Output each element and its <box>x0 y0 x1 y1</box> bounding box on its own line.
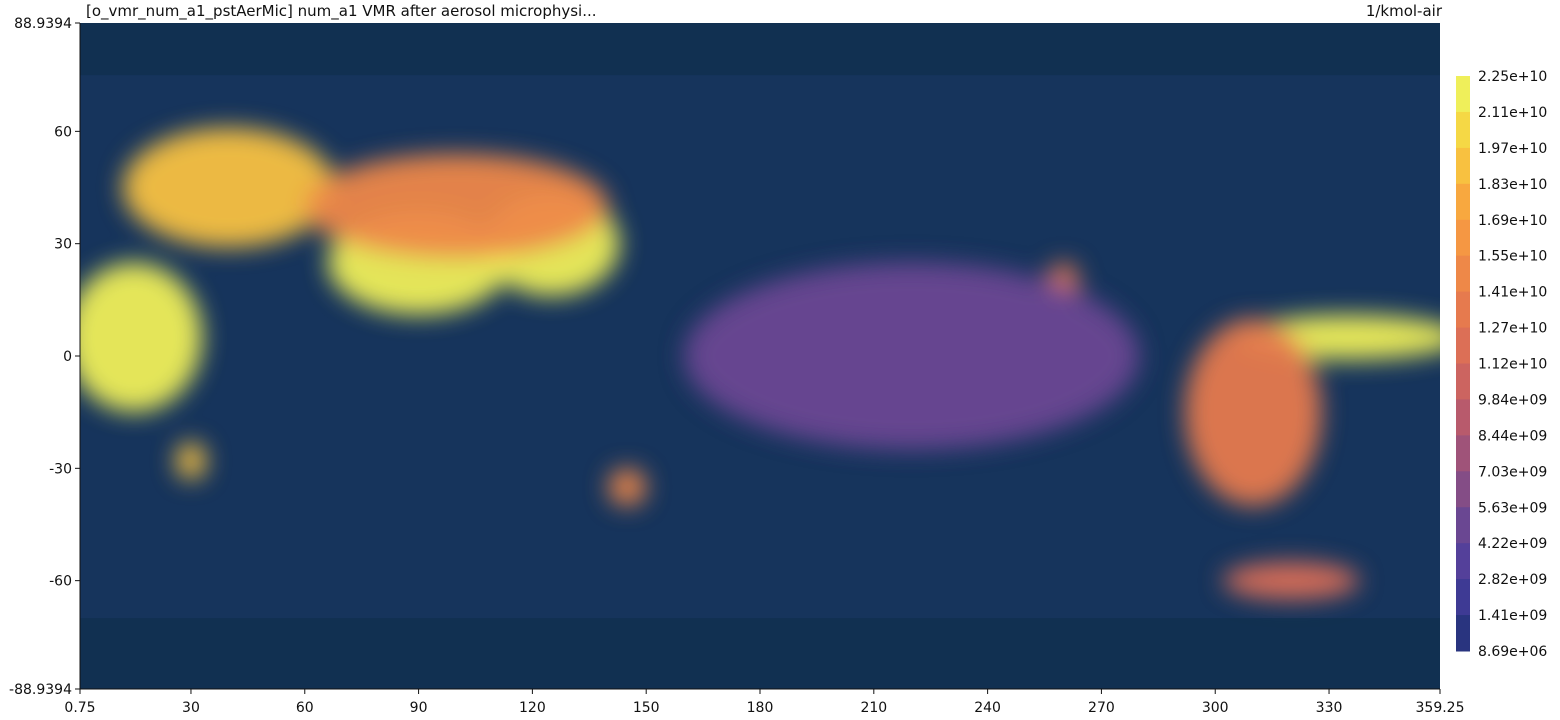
colorbar-segment <box>1456 255 1470 293</box>
x-tick-label: 0.75 <box>64 700 95 716</box>
y-tick-label: -88.9394 <box>9 682 72 698</box>
polar-bands <box>80 23 1440 689</box>
y-tick-label: -30 <box>49 461 72 477</box>
colorbar-label: 8.44e+09 <box>1478 428 1547 444</box>
data-region-6 <box>1184 318 1322 506</box>
colorbar-label: 2.11e+10 <box>1478 105 1547 121</box>
colorbar-segment <box>1456 76 1470 113</box>
x-tick-label: 330 <box>1316 700 1343 716</box>
colorbar-segment <box>1456 399 1470 436</box>
data-region-11 <box>175 442 207 480</box>
colorbar-segment <box>1456 183 1470 221</box>
colorbar-segment <box>1456 363 1470 400</box>
colorbar-label: 1.83e+10 <box>1478 177 1547 193</box>
data-region-7 <box>1222 561 1360 600</box>
y-axis: 88.9394 60 30 0 -30 -60 -88.9394 <box>9 16 81 698</box>
colorbar-label: 5.63e+09 <box>1478 500 1547 516</box>
data-field <box>80 127 1440 600</box>
colorbar-label: 1.55e+10 <box>1478 249 1547 265</box>
y-tick-label: 30 <box>54 237 72 253</box>
x-tick-label: 150 <box>633 700 660 716</box>
chart-title: [o_vmr_num_a1_pstAerMic] num_a1 VMR afte… <box>86 2 597 20</box>
x-tick-label: 359.25 <box>1416 700 1465 716</box>
colorbar-segment <box>1456 147 1470 185</box>
x-tick-label: 60 <box>296 700 314 716</box>
units-label: 1/kmol-air <box>1365 2 1442 20</box>
colorbar-label: 2.82e+09 <box>1478 572 1547 588</box>
x-tick-label: 180 <box>747 700 774 716</box>
colorbar-label: 7.03e+09 <box>1478 464 1547 480</box>
y-tick-label: 88.9394 <box>14 16 72 32</box>
colorbar-segment <box>1456 435 1470 472</box>
x-tick-label: 240 <box>974 700 1001 716</box>
colorbar-segment <box>1456 507 1470 544</box>
colorbar-segment <box>1456 291 1470 329</box>
colorbar-label: 1.27e+10 <box>1478 321 1547 337</box>
colorbar-segment <box>1456 615 1470 652</box>
colorbar-segment <box>1456 327 1470 364</box>
south-polar-band <box>80 618 1440 689</box>
colorbar-segment <box>1456 471 1470 508</box>
colorbar-label: 1.41e+09 <box>1478 608 1547 624</box>
north-polar-band <box>80 23 1440 76</box>
colorbar-label: 1.97e+10 <box>1478 141 1547 157</box>
colorbar-segment <box>1456 219 1470 257</box>
x-tick-label: 270 <box>1088 700 1115 716</box>
colorbar-label: 8.69e+06 <box>1478 644 1547 660</box>
data-region-10 <box>684 262 1140 450</box>
colorbar-segment <box>1456 579 1470 616</box>
data-region-0 <box>80 262 203 413</box>
colorbar-label: 9.84e+09 <box>1478 392 1547 408</box>
x-axis: 0.75 30 60 90 120 150 180 210 240 270 300 330 359.25 <box>64 688 1465 716</box>
data-region-4 <box>304 153 609 259</box>
data-region-1 <box>122 127 336 248</box>
colorbar-label: 4.22e+09 <box>1478 536 1547 552</box>
y-tick-label: -60 <box>49 574 72 590</box>
colorbar: 2.25e+10 2.11e+10 1.97e+10 1.83e+10 1.69e+10… <box>1456 69 1547 660</box>
y-tick-label: 0 <box>63 349 72 365</box>
colorbar-segment <box>1456 543 1470 580</box>
y-tick-label: 60 <box>54 124 72 140</box>
colorbar-label: 1.69e+10 <box>1478 213 1547 229</box>
colorbar-label: 2.25e+10 <box>1478 69 1547 85</box>
colorbar-segment <box>1456 111 1470 149</box>
colorbar-label: 1.12e+10 <box>1478 357 1547 373</box>
x-tick-label: 90 <box>410 700 428 716</box>
x-tick-label: 30 <box>182 700 200 716</box>
x-tick-label: 210 <box>860 700 887 716</box>
x-tick-label: 300 <box>1202 700 1229 716</box>
data-region-9 <box>608 468 647 506</box>
colorbar-label: 1.41e+10 <box>1478 285 1547 301</box>
x-tick-label: 120 <box>519 700 546 716</box>
